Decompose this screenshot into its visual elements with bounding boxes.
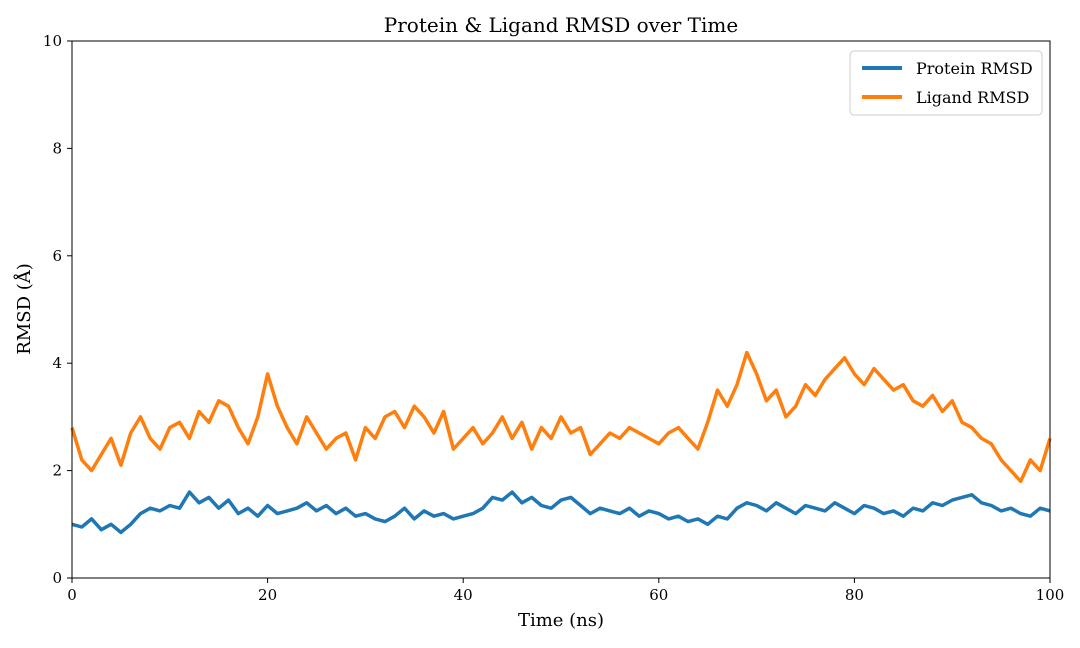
x-tick-label: 60 bbox=[649, 586, 668, 604]
legend: Protein RMSD Ligand RMSD bbox=[849, 50, 1043, 116]
y-tick-label: 4 bbox=[52, 354, 62, 372]
plot-frame bbox=[71, 40, 1051, 579]
ligand-rmsd-line bbox=[70, 350, 1052, 484]
series-group bbox=[70, 350, 1052, 535]
x-axis-label: Time (ns) bbox=[518, 610, 604, 631]
x-tick-label: 100 bbox=[1036, 586, 1065, 604]
x-tick-label: 0 bbox=[67, 586, 77, 604]
legend-label-protein: Protein RMSD bbox=[916, 59, 1033, 78]
y-axis-label: RMSD (Å) bbox=[13, 263, 35, 355]
chart-title: Protein & Ligand RMSD over Time bbox=[384, 13, 738, 37]
y-tick-label: 10 bbox=[43, 32, 62, 50]
x-tick-label: 20 bbox=[258, 586, 277, 604]
x-tick-label: 80 bbox=[845, 586, 864, 604]
y-tick-label: 6 bbox=[52, 247, 62, 265]
axis-ticks: 0 20 40 60 80 100 0 2 4 6 8 10 bbox=[43, 32, 1064, 604]
y-tick-label: 8 bbox=[52, 139, 62, 157]
y-tick-label: 2 bbox=[52, 462, 62, 480]
y-tick-label: 0 bbox=[52, 569, 62, 587]
legend-label-ligand: Ligand RMSD bbox=[916, 88, 1029, 107]
x-tick-label: 40 bbox=[454, 586, 473, 604]
protein-rmsd-line bbox=[71, 490, 1051, 535]
